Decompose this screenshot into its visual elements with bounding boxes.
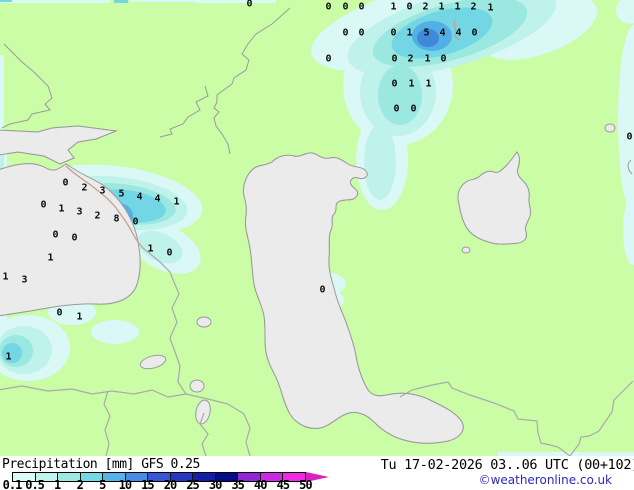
scale-label: 25 <box>186 478 199 490</box>
scale-segment <box>238 473 261 481</box>
scale-segment <box>58 473 81 481</box>
scale-segment <box>80 473 104 481</box>
scale-label: 30 <box>208 478 222 490</box>
forecast-datetime: Tu 17-02-2026 03..06 UTC (00+102) <box>380 457 634 473</box>
scale-label: 45 <box>276 478 290 490</box>
scale-label: 10 <box>118 478 132 490</box>
scale-label: 20 <box>163 478 177 490</box>
precip-color-scale <box>12 472 306 482</box>
small-lake <box>196 316 212 328</box>
scale-label: 0.5 <box>25 478 45 490</box>
scale-label: 1 <box>54 478 61 490</box>
scale-label: 2 <box>76 478 84 490</box>
country-borders <box>0 251 634 456</box>
scale-segment <box>215 473 239 481</box>
scale-segment <box>35 473 59 481</box>
scale-label: 5 <box>99 478 106 490</box>
map-canvas <box>0 0 634 456</box>
copyright-link[interactable]: ©weatheronline.co.uk <box>478 473 612 487</box>
rivers <box>1 7 633 175</box>
scale-label: 40 <box>254 478 267 490</box>
scale-label: 50 <box>299 478 312 490</box>
lake-mingachevir <box>139 354 167 370</box>
scale-segment <box>193 473 216 481</box>
small-lake <box>461 246 471 254</box>
scale-segment <box>283 473 305 481</box>
scale-label: 0.1 <box>2 478 23 490</box>
scale-segment <box>13 473 36 481</box>
scale-label: 35 <box>231 478 244 490</box>
lake-van <box>189 379 205 393</box>
scale-segment <box>148 473 171 481</box>
scale-label: 15 <box>141 478 154 490</box>
scale-overflow-arrow <box>306 472 329 482</box>
scale-threshold-labels: 0.1 0.5 1 2 5 10 15 20 25 30 35 40 45 50 <box>0 478 340 490</box>
small-lake-right <box>604 123 616 133</box>
legend-footer: Precipitation [mm] GFS 0.25 Tu 17-02-202… <box>0 456 634 490</box>
scale-segment <box>103 473 126 481</box>
scale-segment <box>170 473 194 481</box>
scale-segment <box>260 473 284 481</box>
scale-segment <box>125 473 149 481</box>
legend-title: Precipitation [mm] GFS 0.25 <box>2 457 200 472</box>
borders-over-precip <box>65 19 460 253</box>
